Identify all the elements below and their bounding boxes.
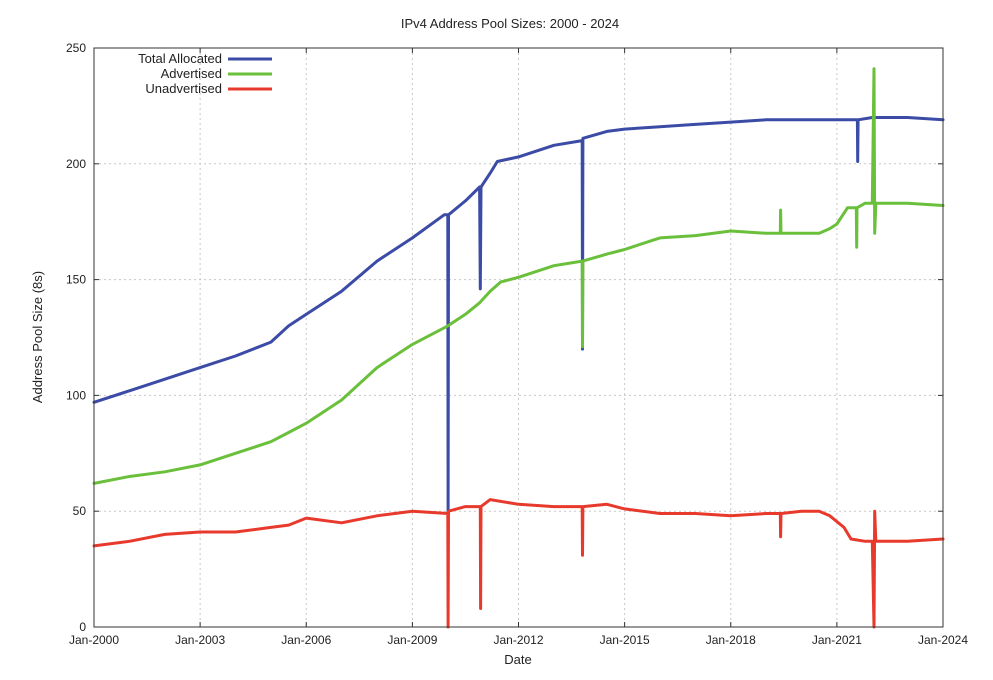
- x-tick-label: Jan-2006: [281, 633, 331, 647]
- y-tick-label: 250: [66, 41, 86, 55]
- x-axis-label: Date: [504, 652, 531, 667]
- x-tick-label: Jan-2024: [918, 633, 968, 647]
- axis-ticks: Jan-2000 Jan-2003 Jan-2006 Jan-2009 Jan-2012…: [66, 41, 968, 647]
- series-line-advertised: [92, 67, 945, 485]
- series-line-total-allocated: [92, 116, 945, 513]
- legend-label: Advertised: [161, 66, 222, 81]
- x-tick-label: Jan-2018: [706, 633, 756, 647]
- legend-label: Unadvertised: [145, 81, 222, 96]
- y-tick-label: 200: [66, 157, 86, 171]
- y-tick-label: 0: [79, 620, 86, 634]
- x-tick-label: Jan-2000: [69, 633, 119, 647]
- series-lines: [92, 67, 945, 629]
- chart-title: IPv4 Address Pool Sizes: 2000 - 2024: [401, 16, 619, 31]
- x-tick-label: Jan-2021: [812, 633, 862, 647]
- y-tick-label: 100: [66, 388, 86, 402]
- series-line-unadvertised: [92, 498, 945, 629]
- y-tick-label: 150: [66, 273, 86, 287]
- x-tick-label: Jan-2009: [387, 633, 437, 647]
- legend-label: Total Allocated: [138, 51, 222, 66]
- x-tick-label: Jan-2015: [600, 633, 650, 647]
- x-tick-label: Jan-2012: [493, 633, 543, 647]
- y-axis-label: Address Pool Size (8s): [30, 271, 45, 403]
- x-tick-label: Jan-2003: [175, 633, 225, 647]
- grid: [94, 48, 943, 627]
- y-tick-label: 50: [73, 504, 87, 518]
